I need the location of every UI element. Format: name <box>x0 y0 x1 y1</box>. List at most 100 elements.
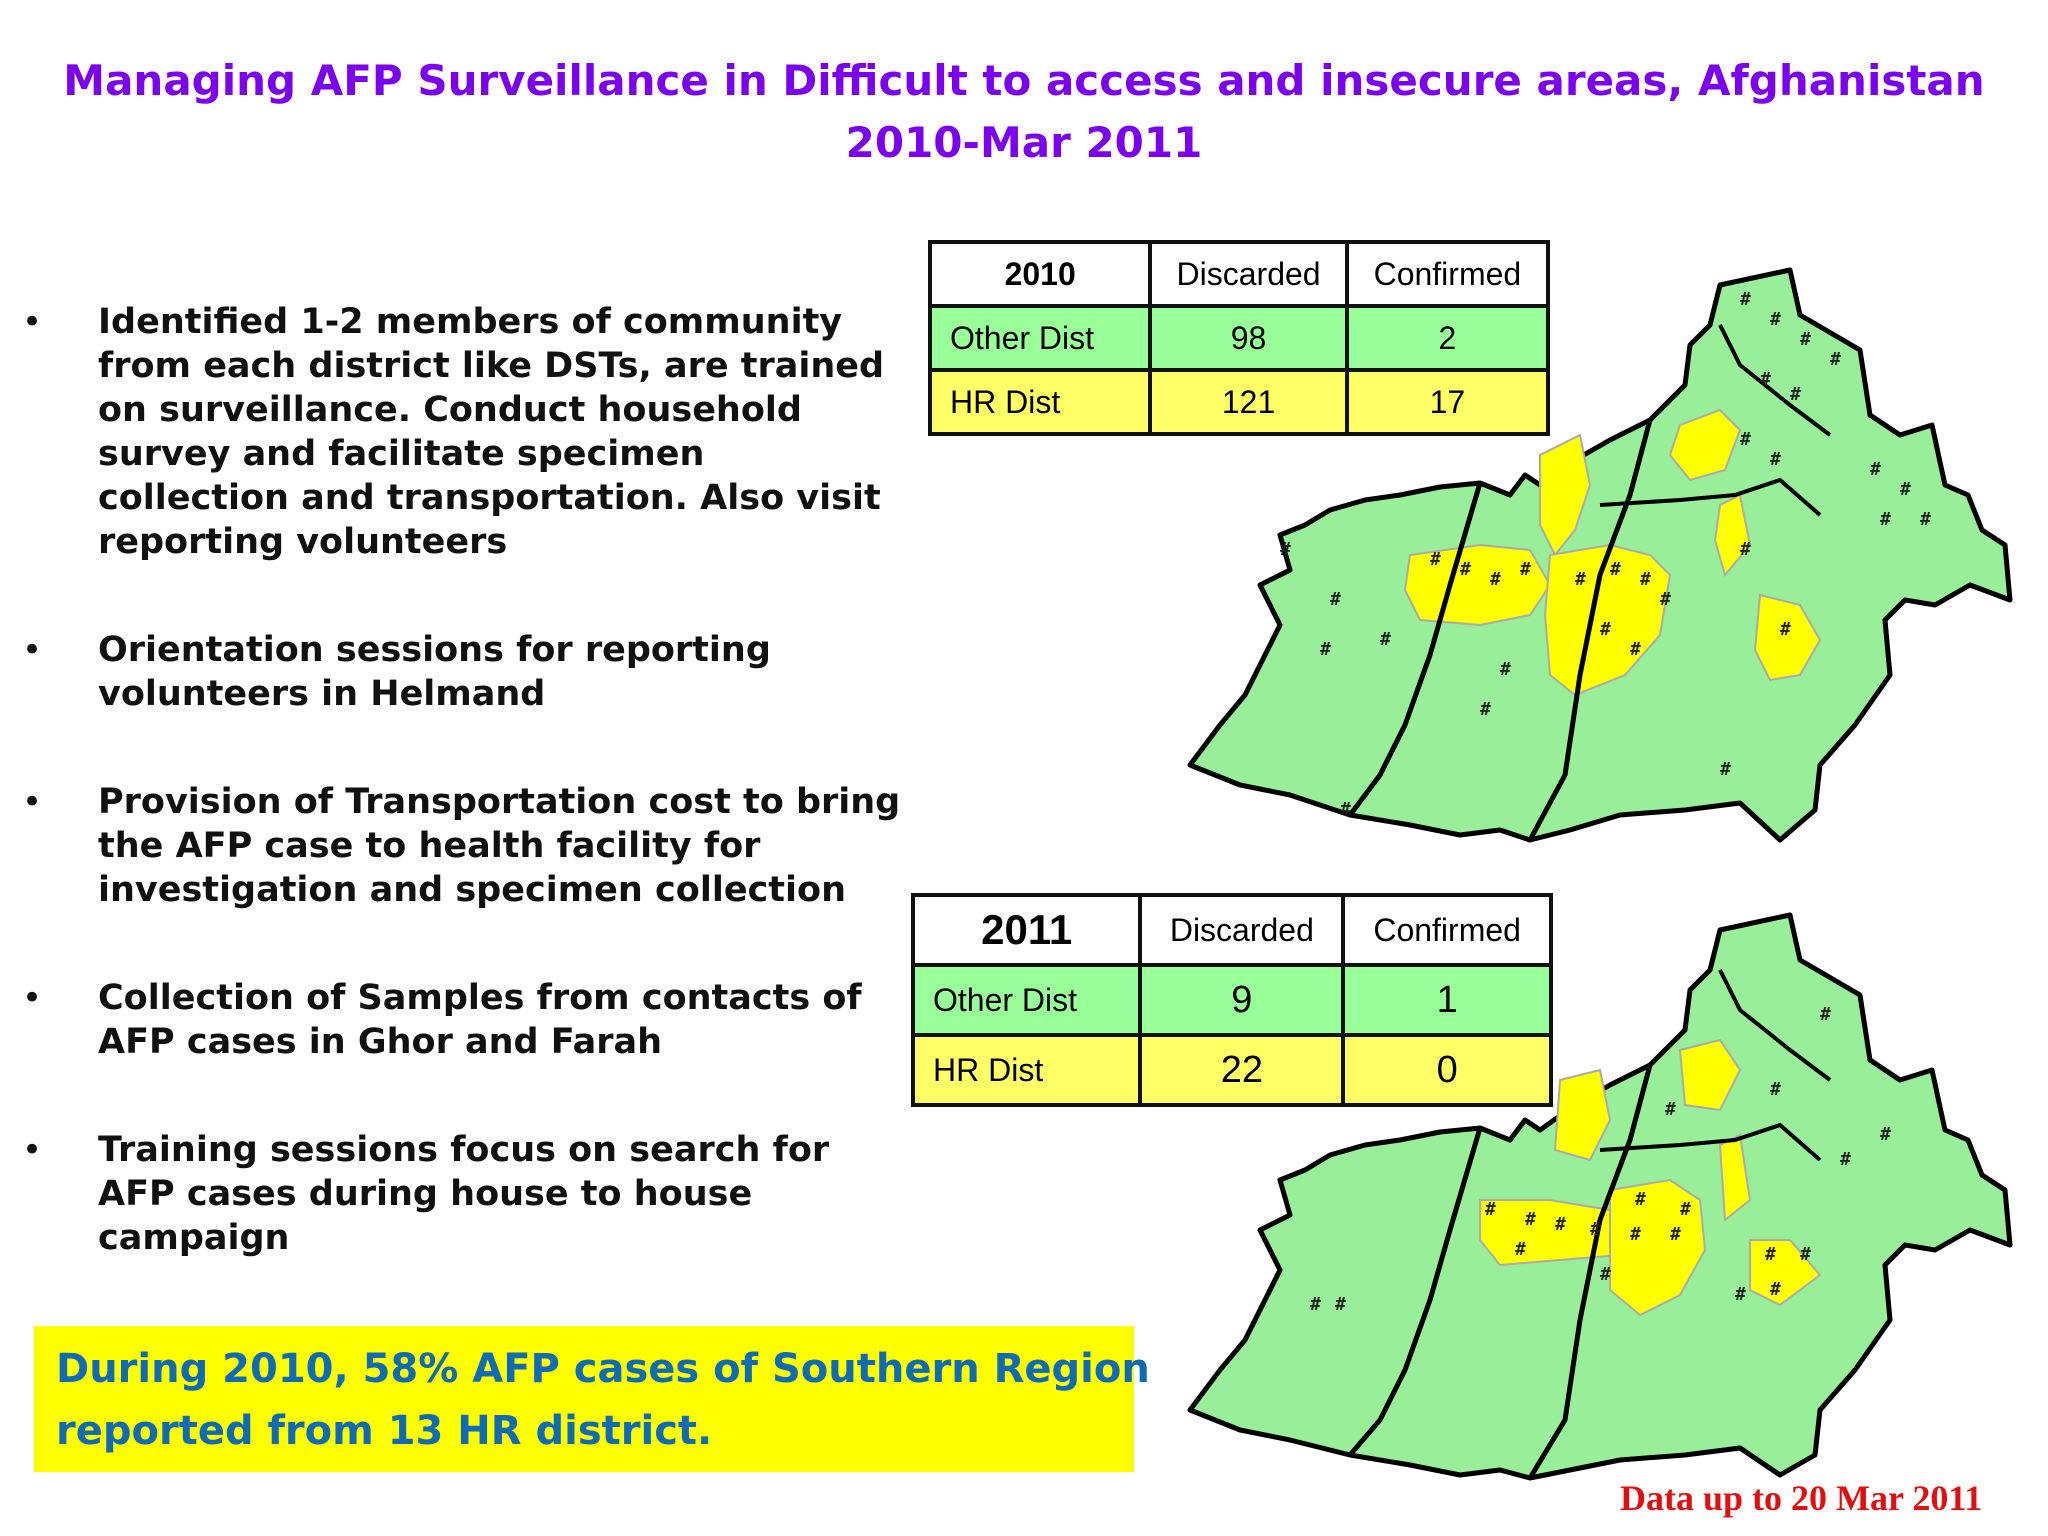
bullet-item: • Orientation sessions for reporting volu… <box>22 628 902 716</box>
bullet-marker: • <box>22 782 43 822</box>
case-marker: # <box>1310 1294 1321 1315</box>
map-2010: # # # # # # # # # # # # # # # # # # # # … <box>1187 267 2013 843</box>
case-marker: # <box>1485 1199 1496 1220</box>
case-marker: # <box>1630 1224 1641 1245</box>
callout-line-1: During 2010, 58% AFP cases of Southern R… <box>56 1346 1150 1392</box>
table-row: Other Dist 9 1 <box>910 963 1553 1037</box>
case-marker: # <box>1665 1099 1676 1120</box>
case-marker: # <box>1770 309 1781 330</box>
discarded-value: 9 <box>1138 963 1346 1037</box>
case-marker: # <box>1880 509 1891 530</box>
case-marker: # <box>1870 459 1881 480</box>
case-marker: # <box>1380 629 1391 650</box>
case-marker: # <box>1670 1224 1681 1245</box>
case-marker: # <box>1740 539 1751 560</box>
case-marker: # <box>1610 559 1621 580</box>
case-marker: # <box>1330 589 1341 610</box>
row-label: HR Dist <box>927 368 1153 436</box>
case-marker: # <box>1460 559 1471 580</box>
row-label: Other Dist <box>927 304 1153 372</box>
case-marker: # <box>1740 289 1751 310</box>
region-divider <box>1348 1127 1483 1457</box>
discarded-value: 22 <box>1138 1033 1346 1107</box>
afp-case-markers: # # # # # # # # # # # # # # # # # # # # … <box>1310 1004 1891 1315</box>
discarded-value: 121 <box>1148 368 1349 436</box>
map-2011: # # # # # # # # # # # # # # # # # # # # … <box>1187 912 2013 1481</box>
case-marker: # <box>1600 619 1611 640</box>
case-marker: # <box>1680 1199 1691 1220</box>
confirmed-value: 0 <box>1341 1033 1553 1107</box>
map-region-outline <box>1187 912 2013 1481</box>
case-marker: # <box>1735 1284 1746 1305</box>
bullet-text: Provision of Transportation cost to brin… <box>98 782 901 910</box>
case-marker: # <box>1480 699 1491 720</box>
data-date-footnote: Data up to 20 Mar 2011 <box>1620 1478 1983 1518</box>
slide-title-line-2: 2010-Mar 2011 <box>845 118 1203 167</box>
case-marker: # <box>1490 569 1501 590</box>
case-marker: # <box>1920 509 1931 530</box>
slide-title: Managing AFP Surveillance in Difficult t… <box>0 50 2048 174</box>
case-marker: # <box>1280 539 1291 560</box>
confirmed-value: 17 <box>1344 368 1551 436</box>
bullet-text: Identified 1-2 members of community from… <box>98 302 885 562</box>
region-divider <box>1527 419 1653 842</box>
case-marker: # <box>1720 759 1731 780</box>
hr-district-area <box>1713 493 1752 578</box>
bullet-item: • Provision of Transportation cost to bri… <box>22 780 902 912</box>
case-marker: # <box>1800 1244 1811 1265</box>
confirmed-value: 1 <box>1341 963 1553 1037</box>
highlight-callout: During 2010, 58% AFP cases of Southern R… <box>34 1326 1150 1472</box>
case-marker: # <box>1880 1124 1891 1145</box>
case-marker: # <box>1640 569 1651 590</box>
bullet-item: • Collection of Samples from contacts of … <box>22 976 902 1064</box>
row-label: Other Dist <box>910 963 1143 1037</box>
region-divider <box>1718 324 1832 437</box>
table-row: HR Dist 121 17 <box>927 368 1551 436</box>
slide-title-line-1: Managing AFP Surveillance in Difficult t… <box>63 56 1985 105</box>
case-marker: # <box>1840 1149 1851 1170</box>
case-marker: # <box>1590 1219 1601 1240</box>
case-marker: # <box>1800 329 1811 350</box>
case-marker: # <box>1335 1294 1346 1315</box>
case-marker: # <box>1780 619 1791 640</box>
case-marker: # <box>1830 349 1841 370</box>
bullet-marker: • <box>22 978 43 1018</box>
region-divider <box>1527 1064 1653 1480</box>
table-2011-year: 2011 <box>910 893 1143 967</box>
hr-district-area <box>1543 543 1672 697</box>
case-marker: # <box>1555 1214 1566 1235</box>
region-divider <box>1599 1122 1822 1162</box>
case-marker: # <box>1600 1264 1611 1285</box>
region-divider <box>1718 969 1832 1082</box>
case-marker: # <box>1770 449 1781 470</box>
table-2010-col-confirmed: Confirmed <box>1344 240 1551 308</box>
case-marker: # <box>1760 369 1771 390</box>
hr-district-area <box>1539 433 1592 557</box>
bullet-item: • Training sessions focus on search for A… <box>22 1128 902 1260</box>
bullet-marker: • <box>22 302 43 342</box>
hr-district-area <box>1668 408 1742 482</box>
callout-line-2: reported from 13 HR district. <box>56 1408 713 1454</box>
case-marker: # <box>1770 1279 1781 1300</box>
table-2011-col-discarded: Discarded <box>1138 893 1346 967</box>
case-marker: # <box>1765 1244 1776 1265</box>
case-marker: # <box>1740 429 1751 450</box>
case-marker: # <box>1320 639 1331 660</box>
table-row: Other Dist 98 2 <box>927 304 1551 372</box>
discarded-value: 98 <box>1148 304 1349 372</box>
hr-district-area <box>1553 1068 1612 1162</box>
table-2011: 2011 Discarded Confirmed Other Dist 9 1 … <box>910 893 1553 1107</box>
case-marker: # <box>1515 1239 1526 1260</box>
case-marker: # <box>1520 559 1531 580</box>
afp-case-markers: # # # # # # # # # # # # # # # # # # # # … <box>1280 289 1931 820</box>
case-marker: # <box>1525 1209 1536 1230</box>
bullet-text: Training sessions focus on search for AF… <box>98 1130 830 1258</box>
hr-district-area <box>1678 1038 1742 1112</box>
hr-district-area <box>1609 1178 1707 1317</box>
row-label: HR Dist <box>910 1033 1143 1107</box>
case-marker: # <box>1340 799 1351 820</box>
table-row: HR Dist 22 0 <box>910 1033 1553 1107</box>
region-divider <box>1599 477 1822 517</box>
case-marker: # <box>1820 1004 1831 1025</box>
region-divider <box>1348 482 1483 817</box>
